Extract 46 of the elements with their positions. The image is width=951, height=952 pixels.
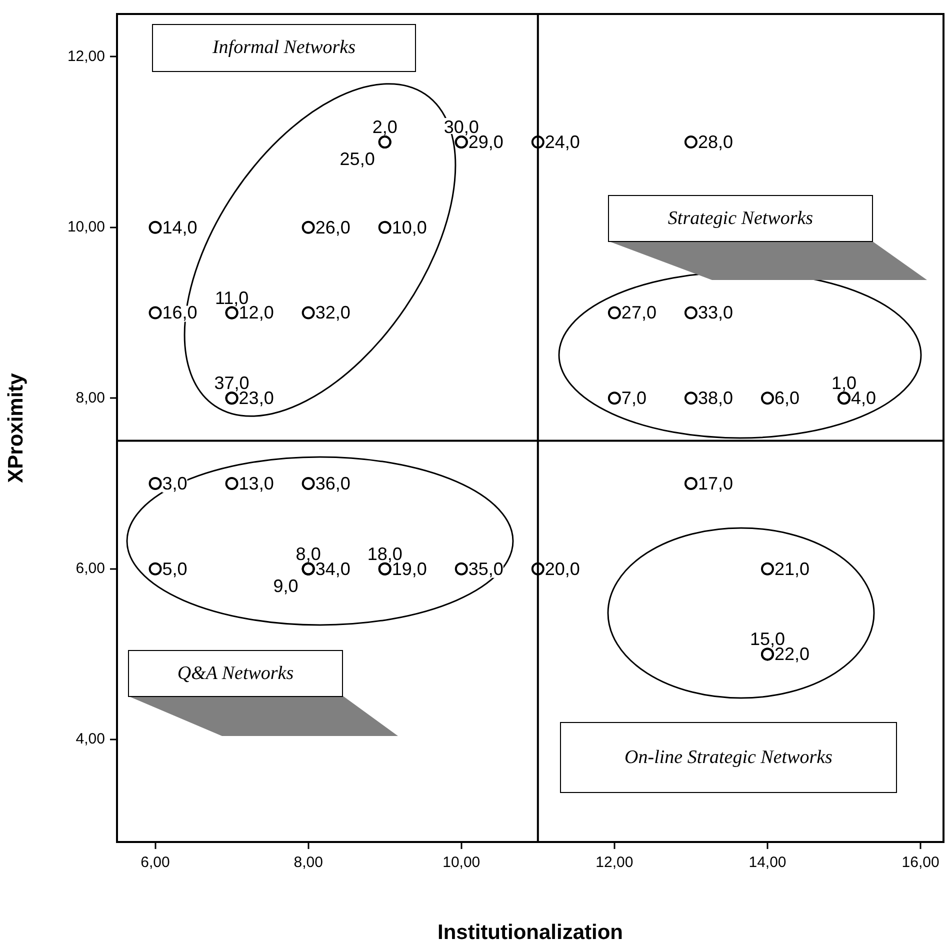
text-box: Strategic Networks [608, 195, 873, 242]
annotation: 24,0 [544, 132, 580, 152]
annotation: 3,0 [162, 473, 188, 494]
annotation: 16,0 [162, 302, 198, 323]
y-axis-title: XProximity [4, 372, 28, 483]
annotation: 18,0 [367, 544, 402, 564]
annotation: 25,0 [340, 149, 375, 170]
x-tick-label: 12,00 [596, 854, 634, 872]
annotation: 35,0 [468, 558, 504, 579]
y-tick-label: 4,00 [76, 730, 105, 748]
x-tick-label: 16,00 [902, 854, 940, 872]
annotation: 36,0 [315, 473, 350, 494]
annotation: 8,0 [296, 544, 321, 564]
annotation: 28,0 [698, 132, 734, 152]
annotation: 33,0 [698, 302, 734, 323]
annotation: 23,0 [238, 388, 274, 408]
annotation: 22,0 [774, 644, 810, 664]
x-tick-label: 10,00 [442, 854, 480, 872]
annotation: 32,0 [315, 302, 350, 323]
annotation: 27,0 [621, 302, 656, 323]
x-tick-label: 8,00 [294, 854, 323, 872]
annotation: 14,0 [162, 217, 198, 238]
x-axis-title: Institutionalization [438, 921, 623, 944]
annotation: 2,0 [372, 117, 398, 138]
annotation: 7,0 [621, 388, 646, 408]
annotation: 6,0 [774, 388, 800, 408]
text-box: On-line Strategic Networks [560, 722, 897, 793]
y-tick-label: 10,00 [67, 218, 105, 236]
x-tick-label: 14,00 [748, 854, 786, 872]
y-tick-label: 8,00 [76, 389, 105, 406]
annotation: 20,0 [544, 558, 580, 579]
annotation: 13,0 [238, 473, 274, 494]
annotation: 21,0 [774, 558, 810, 579]
annotation: 17,0 [698, 473, 734, 494]
annotation: 38,0 [698, 388, 734, 408]
annotation: 11,0 [214, 288, 249, 308]
x-tick-label: 6,00 [140, 854, 170, 872]
y-tick-label: 12,00 [67, 48, 105, 65]
y-tick-label: 6,00 [76, 560, 105, 577]
annotation: 29,0 [468, 132, 504, 152]
annotation: 9,0 [273, 576, 298, 596]
text-box: Q&A Networks [128, 650, 343, 697]
text-box: Informal Networks [152, 24, 416, 72]
annotation: 26,0 [315, 217, 350, 238]
annotation: 5,0 [162, 558, 188, 579]
annotation: 10,0 [392, 217, 427, 238]
